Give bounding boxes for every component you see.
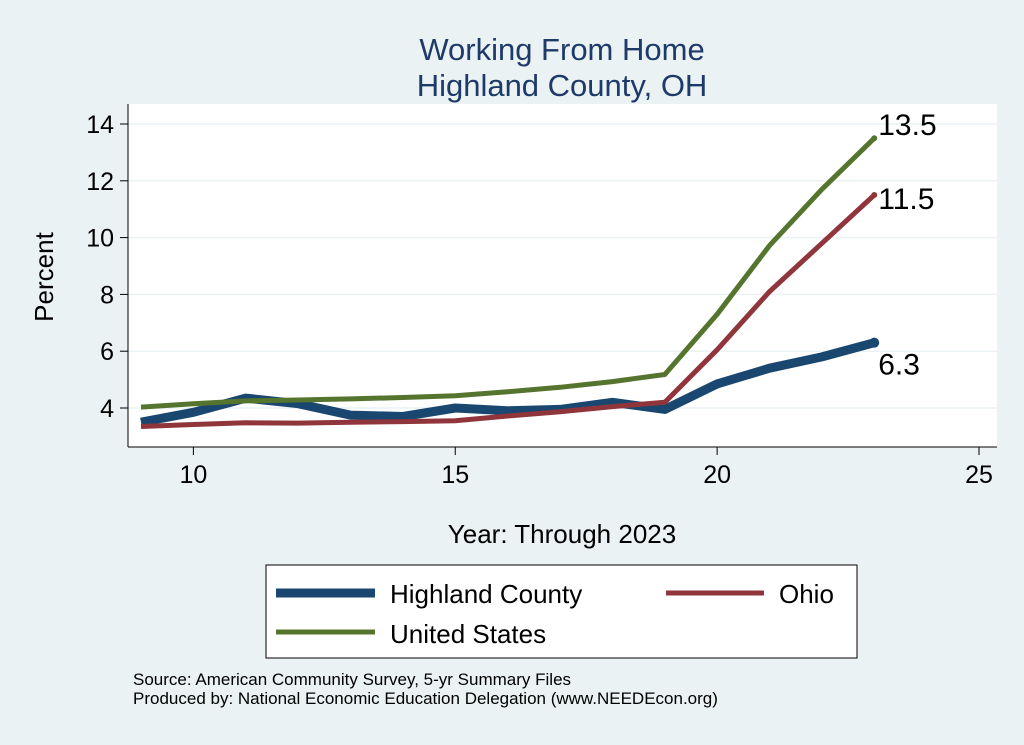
- source-note: Source: American Community Survey, 5-yr …: [133, 670, 572, 689]
- chart-footer: Source: American Community Survey, 5-yr …: [133, 670, 718, 708]
- end-label-united-states: 13.5: [878, 109, 936, 142]
- x-tick-label-20: 20: [703, 461, 731, 489]
- legend-label-united-states: United States: [390, 619, 546, 649]
- y-tick-label-14: 14: [86, 111, 114, 139]
- series-layer: [140, 135, 880, 429]
- axes: 4 6 8 10 12 14 10 15 20 25: [86, 104, 997, 489]
- chart-title-line-1: Working From Home: [419, 32, 704, 67]
- producer-note: Produced by: National Economic Education…: [133, 689, 718, 708]
- end-label-highland-county: 6.3: [878, 349, 920, 382]
- y-tick-label-8: 8: [100, 281, 114, 309]
- series-end-point-united-states: [871, 135, 878, 142]
- legend-label-highland-county: Highland County: [390, 579, 582, 609]
- y-tick-label-4: 4: [100, 395, 114, 423]
- end-labels: 6.3 11.5 13.5: [878, 109, 936, 381]
- x-tick-label-10: 10: [179, 461, 207, 489]
- y-axis-label: Percent: [29, 231, 59, 321]
- legend-label-ohio: Ohio: [779, 579, 834, 609]
- legend: Highland County Ohio United States: [265, 564, 858, 659]
- series-end-point-highland-county: [869, 337, 880, 348]
- series-line-ohio: [140, 193, 876, 429]
- legend-box: [265, 564, 858, 659]
- end-label-ohio: 11.5: [878, 183, 934, 216]
- x-tick-label-15: 15: [441, 461, 469, 489]
- x-axis-label: Year: Through 2023: [448, 519, 676, 549]
- chart-title-line-2: Highland County, OH: [417, 68, 708, 103]
- series-line-united-states: [140, 136, 877, 410]
- y-tick-label-6: 6: [100, 338, 114, 366]
- x-tick-label-25: 25: [965, 461, 993, 489]
- y-tick-label-12: 12: [86, 168, 114, 196]
- series-end-point-ohio: [871, 192, 878, 198]
- y-tick-label-10: 10: [86, 225, 114, 253]
